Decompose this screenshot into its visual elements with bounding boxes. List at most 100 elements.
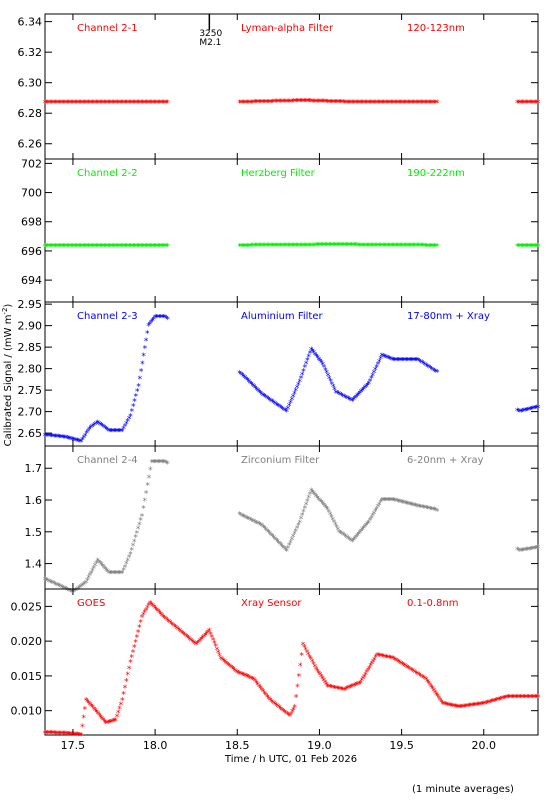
data-point: * — [309, 656, 314, 666]
data-point: * — [332, 518, 337, 528]
data-point: * — [268, 697, 273, 707]
data-point: * — [92, 705, 97, 715]
data-point: * — [373, 508, 378, 518]
data-point: * — [281, 98, 286, 108]
data-point: * — [282, 708, 287, 718]
data-point: * — [327, 242, 332, 252]
data-point: * — [79, 583, 84, 593]
data-point: * — [124, 99, 129, 109]
data-point: * — [357, 680, 362, 690]
data-point: * — [328, 98, 333, 108]
data-point: * — [48, 730, 53, 740]
data-point: * — [109, 242, 114, 252]
data-point: * — [204, 630, 209, 640]
y-tick-label: 1.6 — [25, 494, 43, 507]
data-point: * — [377, 358, 382, 368]
data-point: * — [336, 99, 341, 109]
data-point: * — [504, 694, 509, 704]
data-point: * — [57, 583, 62, 593]
data-point: * — [282, 98, 287, 108]
data-point: * — [176, 626, 181, 636]
data-point: * — [309, 242, 314, 252]
data-point: * — [291, 533, 296, 543]
data-point: * — [395, 498, 400, 508]
data-point: * — [274, 401, 279, 411]
data-point: * — [349, 683, 354, 693]
data-point: * — [240, 512, 245, 522]
data-point: * — [526, 693, 531, 703]
data-point: * — [212, 640, 217, 650]
data-point: * — [284, 710, 289, 720]
data-point: * — [314, 98, 319, 108]
data-point: * — [144, 337, 149, 347]
data-point: * — [529, 405, 534, 415]
data-point: * — [359, 242, 364, 252]
data-point: * — [359, 528, 364, 538]
data-point: * — [160, 99, 165, 109]
panel-band-label: 190-222nm — [407, 168, 465, 179]
data-point: * — [237, 511, 242, 521]
data-point: * — [427, 364, 432, 374]
data-point: * — [349, 242, 354, 252]
data-point: * — [51, 99, 56, 109]
data-point: * — [383, 497, 388, 507]
y-tick-label: 0.010 — [11, 705, 43, 718]
event-marker-class: M2.1 — [199, 38, 221, 48]
data-point: * — [336, 685, 341, 695]
data-point: * — [117, 705, 122, 715]
data-point: * — [348, 684, 353, 694]
data-point: * — [303, 505, 308, 515]
data-point: * — [57, 99, 62, 109]
data-point: * — [71, 436, 76, 446]
data-point: * — [394, 497, 399, 507]
data-point: * — [354, 681, 359, 691]
data-point: * — [420, 242, 425, 252]
data-point: * — [135, 99, 140, 109]
data-point: * — [124, 678, 129, 688]
data-point: * — [291, 706, 296, 716]
data-point: * — [80, 436, 85, 446]
data-point: * — [452, 703, 457, 713]
data-point: * — [451, 702, 456, 712]
data-point: * — [132, 99, 137, 109]
data-point: * — [533, 99, 538, 109]
data-point: * — [256, 681, 261, 691]
data-point: * — [51, 730, 56, 740]
data-point: * — [336, 526, 341, 536]
data-point: * — [147, 242, 152, 252]
data-point: * — [429, 683, 434, 693]
data-point: * — [272, 700, 277, 710]
data-point: * — [49, 99, 54, 109]
y-axis-label: Calibrated Signal / (mW m-2) — [1, 304, 14, 447]
data-point: * — [320, 675, 325, 685]
data-point: * — [249, 99, 254, 109]
data-point: * — [478, 701, 483, 711]
data-point: * — [292, 390, 297, 400]
data-point: * — [152, 604, 157, 614]
data-point: * — [247, 99, 252, 109]
panel-band-label: 6-20nm + Xray — [407, 455, 484, 466]
data-point: * — [296, 522, 301, 532]
data-point: * — [479, 701, 484, 711]
data-point: * — [156, 99, 161, 109]
data-point: * — [51, 242, 56, 252]
data-point: * — [399, 499, 404, 509]
panel-frame — [44, 445, 539, 590]
data-point: * — [76, 731, 81, 741]
data-point: * — [369, 375, 374, 385]
data-point: * — [130, 407, 135, 417]
data-point: * — [286, 545, 291, 555]
data-point: * — [532, 242, 537, 252]
data-point: * — [399, 242, 404, 252]
data-point: * — [527, 99, 532, 109]
data-point: * — [144, 99, 149, 109]
data-point: * — [310, 488, 315, 498]
data-point: * — [73, 242, 78, 252]
data-point: * — [332, 386, 337, 396]
data-point: * — [310, 98, 315, 108]
data-point: * — [372, 656, 377, 666]
data-point: * — [435, 369, 440, 379]
data-point: * — [115, 570, 120, 580]
data-point: * — [248, 379, 253, 389]
data-point: * — [243, 672, 248, 682]
